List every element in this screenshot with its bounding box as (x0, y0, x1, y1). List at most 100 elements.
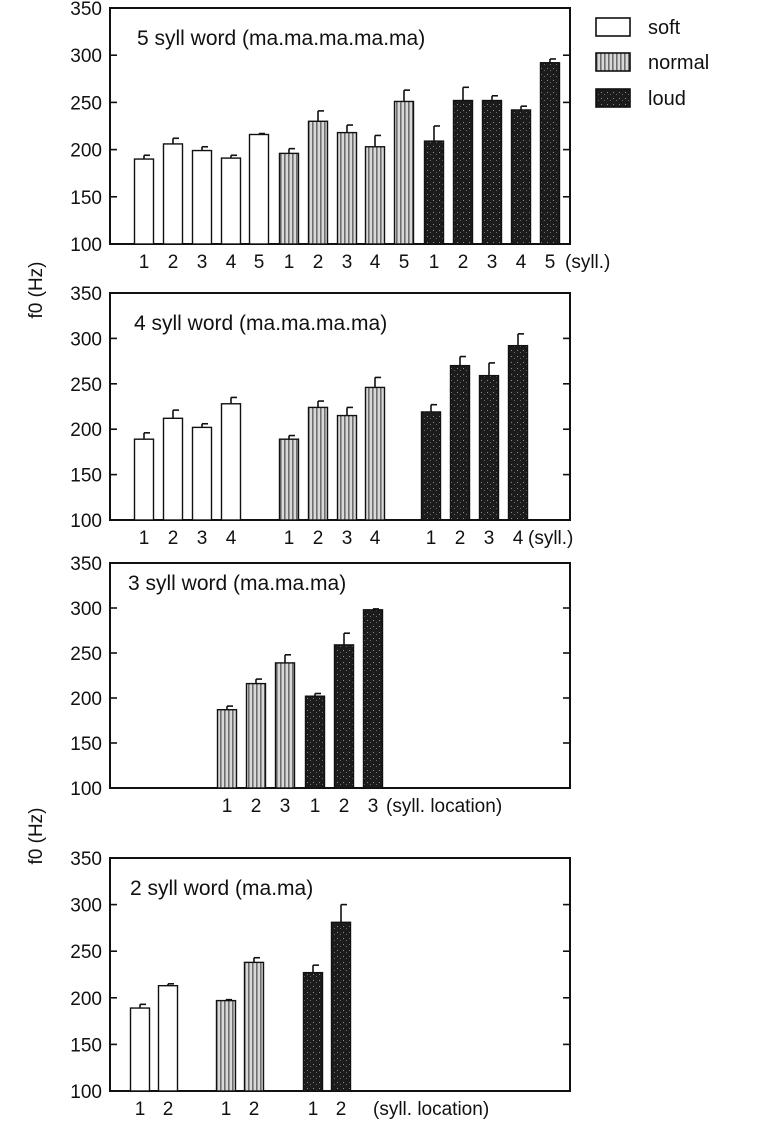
x-tick-label: 4 (370, 528, 381, 549)
legend-swatch-soft (595, 17, 631, 37)
bar-normal-1 (216, 709, 238, 789)
x-tick-label: 2 (336, 1099, 347, 1120)
y-tick-label: 100 (70, 511, 102, 532)
bar-soft-2 (162, 417, 184, 521)
x-tick-label: 2 (163, 1099, 174, 1120)
x-tick-label: 1 (135, 1099, 146, 1120)
bar-normal-1 (215, 999, 237, 1092)
bar-soft-3 (191, 426, 213, 521)
x-tick-label: 5 (399, 252, 410, 273)
y-tick-label: 250 (70, 942, 102, 963)
bar-loud-2 (449, 364, 471, 521)
bar-soft-4 (220, 403, 242, 521)
bar-soft-1 (133, 158, 155, 245)
x-axis-suffix: (syll. location) (386, 796, 502, 817)
x-tick-label: 2 (458, 252, 469, 273)
chart-title: 3 syll word (ma.ma.ma) (128, 572, 346, 595)
x-tick-label: 4 (370, 252, 381, 273)
legend-label-soft: soft (648, 17, 681, 39)
y-tick-label: 100 (70, 779, 102, 800)
chart-panel-1: 100 150 200 250 300 350 5 syll word (ma.ma.ma.… (70, 0, 610, 273)
legend-swatch-normal (595, 52, 631, 72)
y-tick-label: 100 (70, 1082, 102, 1103)
y-tick-label: 350 (70, 849, 102, 870)
y-tick-label: 150 (70, 1035, 102, 1056)
x-tick-label: 2 (249, 1099, 260, 1120)
x-tick-label: 1 (426, 528, 437, 549)
x-tick-label: 4 (513, 528, 524, 549)
y-tick-label: 300 (70, 46, 102, 67)
y-tick-label: 150 (70, 188, 102, 209)
x-tick-label: 1 (308, 1099, 319, 1120)
x-tick-label: 3 (368, 796, 379, 817)
bar-loud-2 (452, 99, 474, 245)
x-tick-label: 4 (516, 252, 527, 273)
x-tick-label: 3 (197, 252, 208, 273)
bar-loud-1 (423, 140, 445, 245)
bar-normal-4 (364, 146, 386, 245)
y-axis-label-bottom: f0 (Hz) (26, 808, 47, 865)
bar-normal-4 (364, 386, 386, 521)
x-tick-label: 3 (280, 796, 291, 817)
bar-soft-1 (133, 438, 155, 521)
x-tick-label: 1 (284, 528, 295, 549)
bar-loud-2 (330, 921, 352, 1092)
x-tick-label: 2 (455, 528, 466, 549)
y-tick-label: 150 (70, 734, 102, 755)
x-tick-label: 3 (197, 528, 208, 549)
bar-soft-2 (157, 984, 179, 1092)
x-tick-label: 2 (168, 252, 179, 273)
chart-title: 4 syll word (ma.ma.ma.ma) (134, 312, 387, 335)
x-axis-suffix: (syll. location) (373, 1099, 489, 1120)
chart-panel-3: 100 150 200 250 300 350 3 syll word (ma.ma.ma)… (70, 554, 571, 817)
bar-normal-2 (243, 961, 265, 1092)
y-tick-label: 200 (70, 141, 102, 162)
x-tick-label: 1 (139, 528, 150, 549)
bar-loud-1 (420, 411, 442, 521)
chart-title: 5 syll word (ma.ma.ma.ma.ma) (137, 27, 425, 50)
x-tick-label: 1 (310, 796, 321, 817)
y-tick-label: 350 (70, 554, 102, 575)
bar-loud-3 (478, 374, 500, 521)
x-tick-label: 4 (226, 252, 237, 273)
y-tick-label: 250 (70, 375, 102, 396)
y-axis-label-top: f0 (Hz) (26, 262, 47, 319)
legend-item-soft: soft (595, 17, 681, 39)
x-tick-label: 1 (284, 252, 295, 273)
x-tick-label: 1 (139, 252, 150, 273)
y-tick-label: 350 (70, 0, 102, 20)
bar-loud-5 (539, 62, 561, 245)
chart-panels: 100 150 200 250 300 350 5 syll word (ma.ma.ma.… (70, 0, 610, 1120)
x-tick-label: 2 (313, 528, 324, 549)
y-tick-label: 250 (70, 93, 102, 114)
x-tick-label: 2 (313, 252, 324, 273)
x-tick-label: 2 (339, 796, 350, 817)
y-tick-label: 250 (70, 644, 102, 665)
chart-title: 2 syll word (ma.ma) (130, 877, 313, 900)
bar-normal-2 (307, 120, 329, 245)
chart-panel-2: 100 150 200 250 300 350 4 syll word (ma.ma.ma.… (70, 284, 573, 549)
x-tick-label: 1 (429, 252, 440, 273)
x-tick-label: 3 (487, 252, 498, 273)
bar-normal-3 (274, 662, 296, 789)
bar-loud-4 (507, 344, 529, 521)
bar-loud-4 (510, 109, 532, 245)
bar-loud-2 (333, 644, 355, 789)
bar-soft-3 (191, 149, 213, 245)
legend: soft normal loud (595, 17, 709, 110)
x-tick-label: 1 (222, 796, 233, 817)
y-tick-label: 200 (70, 689, 102, 710)
legend-item-loud: loud (595, 88, 686, 110)
bar-normal-1 (278, 152, 300, 245)
y-tick-label: 300 (70, 599, 102, 620)
x-tick-label: 4 (226, 528, 237, 549)
bar-normal-5 (393, 100, 415, 245)
y-tick-label: 100 (70, 235, 102, 256)
bar-soft-4 (220, 157, 242, 245)
legend-label-normal: normal (648, 52, 709, 74)
y-tick-label: 300 (70, 329, 102, 350)
legend-label-loud: loud (648, 88, 686, 110)
x-tick-label: 5 (254, 252, 265, 273)
